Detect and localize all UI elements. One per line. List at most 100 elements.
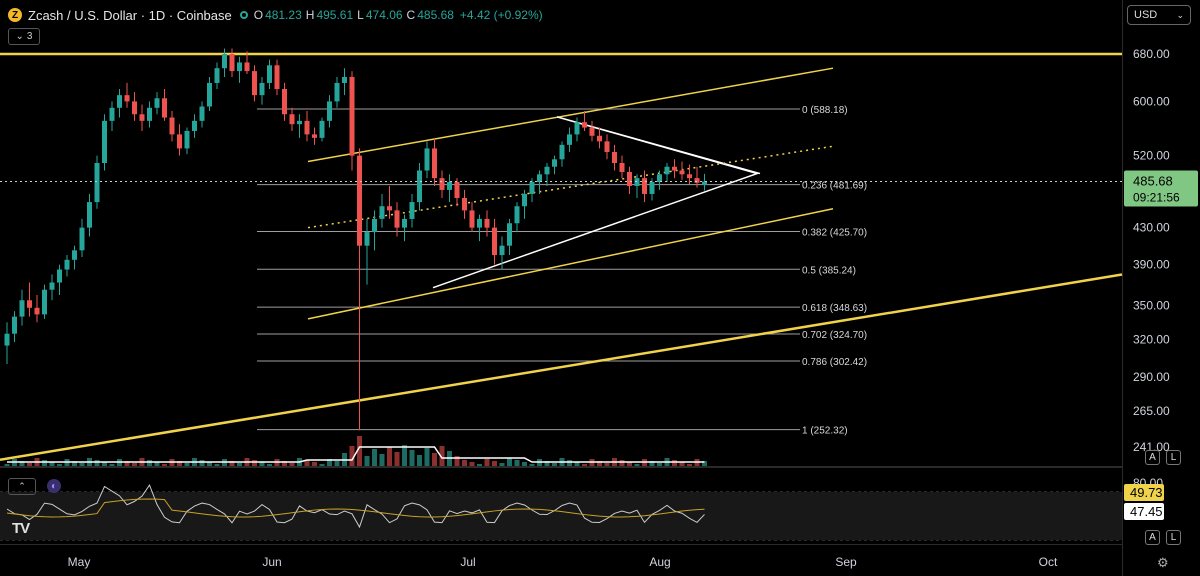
volume-bar bbox=[319, 464, 325, 466]
volume-bar bbox=[109, 464, 115, 466]
volume-bar bbox=[259, 462, 265, 466]
candle-body bbox=[702, 181, 707, 185]
candle-body bbox=[154, 98, 160, 108]
volume-bar bbox=[417, 455, 422, 466]
candle-body bbox=[589, 127, 595, 136]
candle-body bbox=[267, 65, 272, 83]
volume-bar bbox=[312, 462, 317, 466]
price-axis-tick: 241.00 bbox=[1133, 440, 1170, 454]
candle-body bbox=[19, 300, 25, 317]
volume-bar bbox=[634, 464, 640, 466]
candle-body bbox=[289, 114, 295, 125]
volume-bar bbox=[657, 463, 662, 466]
pane-separator bbox=[0, 466, 1122, 468]
indicators-toggle-button[interactable]: ⌄ 3 bbox=[8, 28, 40, 45]
current-price-value: 485.68 bbox=[1133, 174, 1173, 189]
candle-body bbox=[64, 259, 70, 270]
candle-body bbox=[454, 182, 460, 198]
candle-body bbox=[4, 333, 10, 346]
volume-bar bbox=[394, 452, 400, 466]
candle-body bbox=[94, 162, 100, 203]
open-value: 481.23 bbox=[265, 8, 302, 22]
volume-bar bbox=[94, 460, 100, 466]
candle-body bbox=[537, 174, 542, 183]
auto-scale-button[interactable]: A bbox=[1145, 450, 1160, 465]
candle-body bbox=[619, 162, 625, 173]
zcash-logo-icon: Z bbox=[8, 8, 22, 22]
candle-body bbox=[657, 174, 662, 183]
candle-body bbox=[147, 107, 152, 121]
volume-bar bbox=[702, 461, 707, 466]
volume-bar bbox=[349, 446, 355, 466]
candle-body bbox=[642, 178, 647, 194]
volume-bar bbox=[252, 460, 257, 466]
candle-body bbox=[439, 178, 445, 190]
chevron-down-icon: ⌄ bbox=[1176, 9, 1184, 20]
candle-body bbox=[552, 159, 557, 167]
volume-bar bbox=[387, 447, 392, 466]
rsi-log-scale-button[interactable]: L bbox=[1166, 530, 1181, 545]
price-axis-tick: 430.00 bbox=[1133, 221, 1170, 235]
candle-body bbox=[169, 117, 175, 135]
symbol-title[interactable]: Zcash / U.S. Dollar · 1D · Coinbase bbox=[28, 7, 232, 23]
candle-body bbox=[42, 289, 47, 315]
candle-body bbox=[34, 307, 40, 315]
volume-bar bbox=[27, 463, 32, 466]
gear-icon[interactable]: ⚙ bbox=[1157, 555, 1169, 570]
candle-body bbox=[207, 82, 212, 107]
candle-body bbox=[447, 182, 452, 190]
volume-bar bbox=[19, 461, 25, 466]
candle-body bbox=[79, 227, 85, 251]
candle-body bbox=[342, 76, 347, 83]
price-axis-tick: 390.00 bbox=[1133, 258, 1170, 272]
volume-bar bbox=[124, 461, 130, 466]
candle-body bbox=[597, 135, 602, 142]
volume-bar bbox=[469, 462, 475, 466]
low-label: L bbox=[357, 8, 364, 22]
log-scale-button[interactable]: L bbox=[1166, 450, 1181, 465]
candle-body bbox=[574, 122, 580, 135]
time-axis-label: May bbox=[68, 555, 91, 569]
price-axis-tick: 320.00 bbox=[1133, 333, 1170, 347]
volume-bar bbox=[649, 461, 655, 466]
candle-body bbox=[612, 152, 617, 163]
current-price-label-bg bbox=[1124, 170, 1198, 207]
rsi-collapse-button[interactable]: ⌃ bbox=[8, 478, 36, 495]
rsi-indicator-icon[interactable]: ◐ bbox=[47, 479, 61, 493]
volume-bar bbox=[162, 464, 167, 466]
tradingview-logo-icon[interactable]: TV bbox=[12, 520, 30, 537]
volume-bar bbox=[229, 461, 235, 466]
candle-body bbox=[357, 155, 362, 246]
volume-bar bbox=[379, 454, 385, 466]
volume-bar bbox=[499, 463, 505, 466]
candle-body bbox=[664, 166, 670, 175]
price-axis-tick: 680.00 bbox=[1133, 47, 1170, 61]
volume-bar bbox=[514, 460, 520, 466]
time-axis-label: Sep bbox=[835, 555, 857, 569]
volume-bar bbox=[207, 462, 212, 466]
fib-level-label: 0.618 (348.63) bbox=[802, 303, 867, 314]
volume-bar bbox=[544, 461, 550, 466]
fib-level-label: 0.702 (324.70) bbox=[802, 330, 867, 341]
volume-bar bbox=[604, 463, 610, 466]
countdown-value: 09:21:56 bbox=[1133, 191, 1180, 205]
candle-body bbox=[672, 166, 677, 171]
rsi-auto-scale-button[interactable]: A bbox=[1145, 530, 1160, 545]
candle-body bbox=[312, 134, 317, 138]
candle-body bbox=[282, 88, 287, 115]
volume-bar bbox=[132, 463, 137, 466]
candle-body bbox=[57, 269, 62, 283]
currency-selector[interactable]: USD ⌄ bbox=[1127, 5, 1191, 25]
volume-bar bbox=[327, 459, 332, 466]
volume-bar bbox=[462, 460, 467, 466]
triangle-pattern bbox=[432, 116, 761, 289]
volume-bar bbox=[409, 450, 415, 466]
volume-bar bbox=[484, 459, 490, 466]
time-axis-label: Oct bbox=[1039, 555, 1058, 569]
volume-bar bbox=[552, 463, 557, 466]
channel-midline bbox=[307, 145, 834, 229]
volume-bar bbox=[454, 456, 460, 466]
candle-body bbox=[334, 82, 340, 102]
